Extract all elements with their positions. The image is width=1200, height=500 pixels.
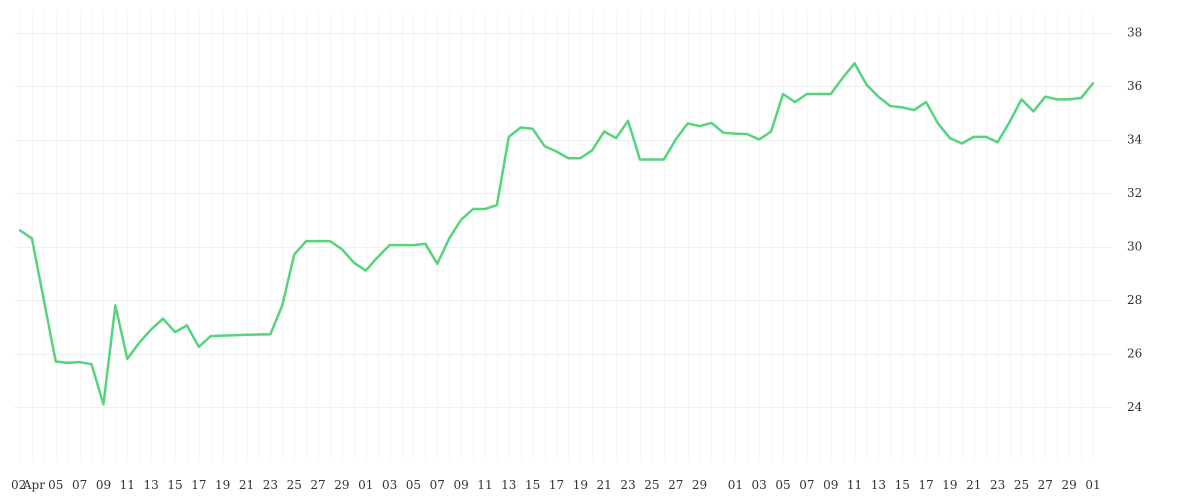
x-tick-label: 23 — [263, 478, 278, 492]
x-tick-label: 19 — [942, 478, 957, 492]
x-tick-label: 17 — [918, 478, 933, 492]
x-tick-label: 17 — [549, 478, 564, 492]
x-tick-label: 19 — [573, 478, 588, 492]
y-axis-ticks: 24 26 28 30 32 34 36 38 — [1127, 26, 1143, 415]
x-tick-label: 17 — [191, 478, 206, 492]
x-tick-label: 21 — [966, 478, 981, 492]
x-tick-label: 21 — [597, 478, 612, 492]
y-tick-label-24: 24 — [1127, 400, 1143, 414]
x-tick-label: 25 — [644, 478, 659, 492]
series-line-0 — [18, 62, 1095, 406]
x-tick-label: 29 — [1062, 478, 1077, 492]
x-tick-label: 09 — [823, 478, 838, 492]
chart-series — [18, 62, 1095, 406]
x-tick-label: 07 — [430, 478, 445, 492]
x-tick-label: 09 — [96, 478, 111, 492]
x-tick-label: 25 — [1014, 478, 1029, 492]
x-tick-label: 19 — [215, 478, 230, 492]
x-tick-label: 15 — [895, 478, 910, 492]
x-tick-label: 11 — [847, 478, 862, 492]
x-tick-label: 01 — [1085, 478, 1100, 492]
x-tick-label: 29 — [692, 478, 707, 492]
x-tick-label: 01 — [358, 478, 373, 492]
x-tick-label: 09 — [453, 478, 468, 492]
x-tick-label: 05 — [775, 478, 790, 492]
x-tick-label: 02 — [11, 478, 26, 492]
x-tick-label: 01 — [728, 478, 743, 492]
x-tick-label: 07 — [799, 478, 814, 492]
x-tick-label: 05 — [406, 478, 421, 492]
x-tick-label: Apr — [22, 478, 45, 492]
y-tick-label-28: 28 — [1127, 293, 1142, 307]
y-tick-label-36: 36 — [1127, 79, 1142, 93]
x-tick-label: 21 — [239, 478, 254, 492]
x-tick-label: 13 — [501, 478, 516, 492]
x-tick-label: 11 — [120, 478, 135, 492]
x-tick-label: 03 — [382, 478, 397, 492]
x-tick-label: 27 — [668, 478, 683, 492]
x-tick-label: 15 — [167, 478, 182, 492]
x-tick-label: 13 — [871, 478, 886, 492]
y-tick-label-26: 26 — [1127, 347, 1142, 361]
x-tick-label: 29 — [334, 478, 349, 492]
x-tick-label: 05 — [48, 478, 63, 492]
y-tick-label-32: 32 — [1127, 186, 1142, 200]
x-tick-label: 25 — [287, 478, 302, 492]
x-tick-label: 23 — [620, 478, 635, 492]
y-tick-label-34: 34 — [1127, 133, 1143, 147]
x-tick-label: 27 — [1038, 478, 1053, 492]
chart-grid — [14, 12, 1112, 460]
x-tick-label: 23 — [990, 478, 1005, 492]
y-tick-label-30: 30 — [1127, 240, 1142, 254]
x-tick-label: 07 — [72, 478, 87, 492]
x-tick-label: 11 — [477, 478, 492, 492]
x-tick-label: 13 — [144, 478, 159, 492]
x-tick-label: 27 — [310, 478, 325, 492]
x-tick-label: 15 — [525, 478, 540, 492]
x-tick-label: 03 — [752, 478, 767, 492]
y-tick-label-38: 38 — [1127, 26, 1142, 40]
